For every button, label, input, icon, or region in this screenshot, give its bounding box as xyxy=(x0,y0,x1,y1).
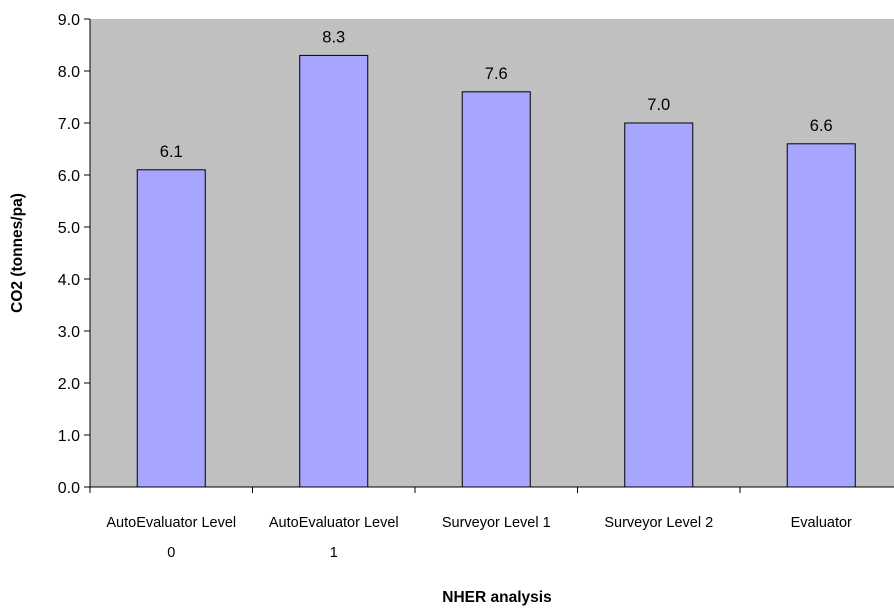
y-tick-label: 1.0 xyxy=(58,428,80,445)
bars-group xyxy=(136,54,856,488)
category-labels-group: AutoEvaluator Level 0 AutoEvaluator Level 1… xyxy=(106,515,852,561)
x-category-label: 0 xyxy=(167,545,175,561)
x-ticks-group xyxy=(89,487,741,493)
bar-value-label: 8.3 xyxy=(322,28,345,46)
y-tick-label: 4.0 xyxy=(58,272,80,289)
bar xyxy=(624,122,694,488)
x-category-label: AutoEvaluator Level xyxy=(106,515,236,531)
x-category-label: Evaluator xyxy=(791,515,852,531)
bar-value-label: 6.6 xyxy=(810,117,833,135)
bar-value-label: 7.0 xyxy=(647,96,670,114)
x-category-label: 1 xyxy=(330,545,338,561)
y-tick-label: 3.0 xyxy=(58,324,80,341)
y-tick-label: 2.0 xyxy=(58,376,80,393)
y-tick-label: 6.0 xyxy=(58,168,80,185)
bar-value-label: 6.1 xyxy=(160,143,183,161)
bar xyxy=(786,143,856,488)
x-category-label: AutoEvaluator Level xyxy=(269,515,399,531)
y-tick-label: 5.0 xyxy=(58,220,80,237)
bar xyxy=(136,169,206,488)
x-category-label: Surveyor Level 1 xyxy=(442,515,551,531)
y-tick-label: 8.0 xyxy=(58,64,80,81)
bar xyxy=(461,91,531,488)
x-axis-title: NHER analysis xyxy=(442,589,551,606)
y-axis-title: CO2 (tonnes/pa) xyxy=(9,193,26,313)
y-tick-label: 0.0 xyxy=(58,480,80,497)
bar-value-label: 7.6 xyxy=(485,65,508,83)
y-tick-label: 9.0 xyxy=(58,12,80,29)
bar xyxy=(299,54,369,488)
x-category-label: Surveyor Level 2 xyxy=(604,515,713,531)
value-labels-group: 6.1 8.3 7.6 7.0 6.6 xyxy=(160,28,833,160)
y-ticks-group: 0.0 1.0 2.0 3.0 4.0 5.0 6.0 7.0 8.0 9.0 xyxy=(58,12,90,497)
y-tick-label: 7.0 xyxy=(58,116,80,133)
